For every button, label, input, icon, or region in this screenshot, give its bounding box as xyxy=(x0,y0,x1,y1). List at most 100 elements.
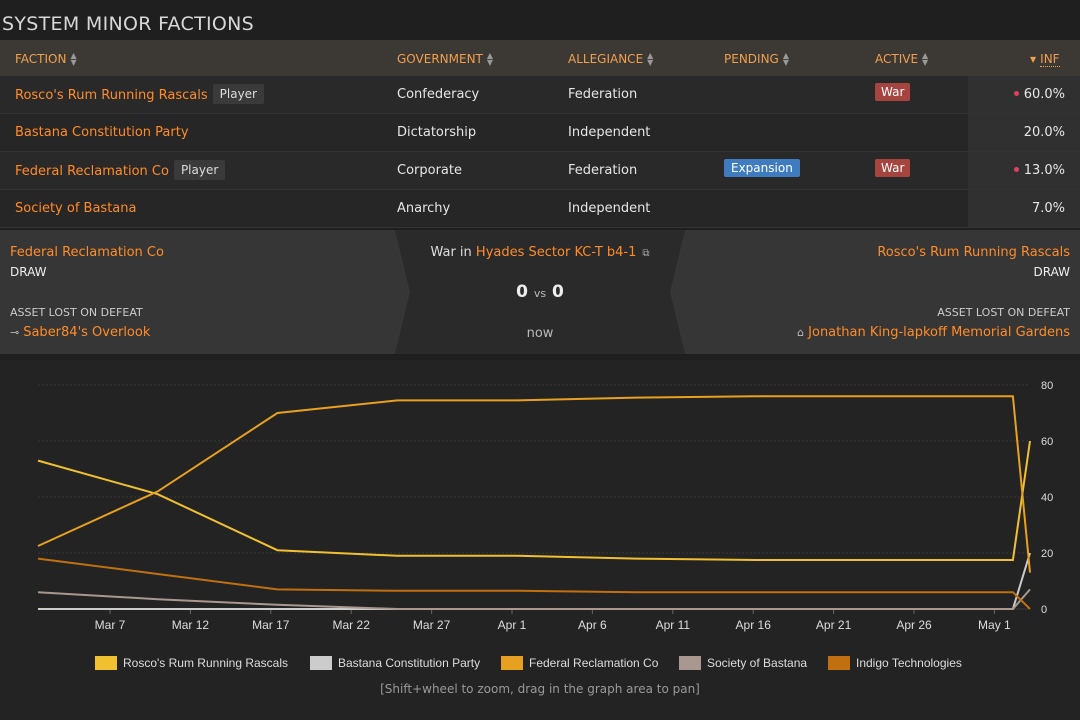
war-score-left: 0 xyxy=(516,282,528,302)
y-tick-label: 60 xyxy=(1041,436,1053,448)
legend-label: Bastana Constitution Party xyxy=(338,656,481,670)
legend-item[interactable]: Indigo Technologies xyxy=(828,656,962,670)
col-active[interactable]: ACTIVE ▲ ▼ xyxy=(875,51,929,67)
sort-icon: ▲ ▼ xyxy=(647,51,654,67)
series-line xyxy=(37,440,1031,561)
x-tick-label: Apr 1 xyxy=(498,618,527,632)
col-inf[interactable]: ▼ INF xyxy=(1030,52,1060,67)
x-tick-label: Apr 11 xyxy=(656,618,691,632)
x-tick-label: Mar 27 xyxy=(413,618,451,632)
inf-value: 20.0% xyxy=(1023,125,1065,140)
government-cell: Corporate xyxy=(397,163,462,178)
faction-link[interactable]: Rosco's Rum Running Rascals xyxy=(15,88,208,103)
legend-swatch xyxy=(679,656,701,670)
inf-value: 60.0% xyxy=(1023,87,1065,102)
chart-hint: [Shift+wheel to zoom, drag in the graph … xyxy=(380,682,700,696)
x-tick-label: May 1 xyxy=(978,618,1011,632)
war-right-faction[interactable]: Rosco's Rum Running Rascals xyxy=(877,245,1070,260)
inf-value: 7.0% xyxy=(1031,201,1065,216)
y-tick-label: 40 xyxy=(1041,492,1053,504)
war-score-right: 0 xyxy=(552,282,564,302)
war-left-asset[interactable]: Saber84's Overlook xyxy=(23,325,151,340)
series-line xyxy=(37,588,1031,610)
table-row[interactable]: Rosco's Rum Running Rascals Player Confed… xyxy=(0,76,1080,114)
series-line xyxy=(37,557,1031,610)
col-allegiance[interactable]: ALLEGIANCE ▲ ▼ xyxy=(568,51,654,67)
war-in-label: War in xyxy=(430,245,472,260)
col-faction[interactable]: FACTION ▲ ▼ xyxy=(15,51,77,67)
external-link-icon[interactable]: ⧉ xyxy=(642,248,650,259)
allegiance-cell: Federation xyxy=(568,163,638,178)
col-government[interactable]: GOVERNMENT ▲ ▼ xyxy=(397,51,494,67)
sort-desc-icon: ▼ xyxy=(1030,55,1037,64)
col-faction-label: FACTION xyxy=(15,52,67,66)
x-tick-label: Apr 26 xyxy=(896,618,932,632)
sort-icon: ▲ ▼ xyxy=(922,51,929,67)
y-tick-label: 0 xyxy=(1041,604,1047,616)
faction-link[interactable]: Federal Reclamation Co xyxy=(15,164,169,179)
y-tick-label: 80 xyxy=(1041,380,1053,392)
faction-link[interactable]: Bastana Constitution Party xyxy=(15,125,189,140)
conflict-dot-icon xyxy=(1013,167,1019,172)
table-row[interactable]: Federal Reclamation Co Player Corporate F… xyxy=(0,152,1080,190)
legend-swatch xyxy=(828,656,850,670)
series-line xyxy=(37,395,1031,573)
x-tick-label: Mar 22 xyxy=(333,618,371,632)
sort-icon: ▲ ▼ xyxy=(486,51,494,67)
war-system-link[interactable]: Hyades Sector KC-T b4-1 xyxy=(475,245,637,260)
government-cell: Confederacy xyxy=(397,87,480,102)
allegiance-cell: Independent xyxy=(568,125,651,140)
y-tick-label: 20 xyxy=(1041,548,1053,560)
col-active-label: ACTIVE xyxy=(875,52,919,66)
war-left-faction[interactable]: Federal Reclamation Co xyxy=(10,245,164,260)
government-cell: Dictatorship xyxy=(397,125,477,140)
legend-swatch xyxy=(310,656,332,670)
legend-item[interactable]: Society of Bastana xyxy=(679,656,807,670)
war-badge: War xyxy=(875,159,911,177)
player-badge: Player xyxy=(173,160,226,180)
col-pending[interactable]: PENDING ▲ ▼ xyxy=(724,52,789,67)
factions-table: FACTION ▲ ▼ GOVERNMENT ▲ ▼ ALLEGIANCE ▲ ▼ PEND… xyxy=(0,40,1080,228)
table-row[interactable]: Bastana Constitution Party Dictatorship … xyxy=(0,114,1080,152)
war-panel: Federal Reclamation Co DRAW ASSET LOST O… xyxy=(0,230,1080,354)
war-left-panel xyxy=(0,230,410,354)
sort-icon: ▲ ▼ xyxy=(70,51,77,67)
inf-value: 13.0% xyxy=(1023,163,1065,178)
conflict-dot-icon xyxy=(1013,91,1019,96)
legend-label: Federal Reclamation Co xyxy=(529,656,659,670)
war-vs: vs xyxy=(533,287,547,300)
x-tick-label: Apr 6 xyxy=(578,618,607,632)
x-tick-label: Apr 16 xyxy=(736,618,772,632)
faction-link[interactable]: Society of Bastana xyxy=(15,201,137,216)
col-inf-label: INF xyxy=(1040,52,1060,67)
table-header: FACTION ▲ ▼ GOVERNMENT ▲ ▼ ALLEGIANCE ▲ ▼ PEND… xyxy=(0,40,1080,76)
legend-swatch xyxy=(95,656,117,670)
war-badge: War xyxy=(875,83,911,101)
war-time: now xyxy=(526,326,554,341)
page-title: SYSTEM MINOR FACTIONS xyxy=(2,13,255,35)
x-tick-label: Apr 21 xyxy=(816,618,852,632)
legend-item[interactable]: Bastana Constitution Party xyxy=(310,656,480,670)
col-pending-label: PENDING xyxy=(724,52,779,66)
col-allegiance-label: ALLEGIANCE xyxy=(568,52,644,66)
allegiance-cell: Federation xyxy=(568,87,638,102)
table-row[interactable]: Society of Bastana Anarchy Independent 7… xyxy=(0,190,1080,228)
allegiance-cell: Independent xyxy=(568,201,651,216)
chart-svg[interactable]: 0 20 40 60 80 Mar 7 Mar 12 Mar 17 Mar 22 Mar 27 Ap… xyxy=(0,360,1080,650)
legend-label: Rosco's Rum Running Rascals xyxy=(123,656,289,670)
settlement-icon: ⌂ xyxy=(797,326,805,339)
war-right-asset-label: ASSET LOST ON DEFEAT xyxy=(937,306,1070,319)
legend-label: Society of Bastana xyxy=(707,656,808,670)
legend-item[interactable]: Federal Reclamation Co xyxy=(501,656,658,670)
government-cell: Anarchy xyxy=(397,201,451,216)
player-badge: Player xyxy=(212,84,264,104)
x-tick-label: Mar 12 xyxy=(172,618,210,632)
war-right-asset[interactable]: Jonathan King-lapkoff Memorial Gardens xyxy=(808,325,1070,340)
expansion-badge: Expansion xyxy=(724,159,800,177)
war-left-status: DRAW xyxy=(10,265,47,279)
legend-item[interactable]: Rosco's Rum Running Rascals xyxy=(95,656,288,670)
war-left-asset-label: ASSET LOST ON DEFEAT xyxy=(10,306,143,319)
x-tick-label: Mar 7 xyxy=(95,618,126,632)
col-government-label: GOVERNMENT xyxy=(397,52,483,66)
influence-chart[interactable]: 0 20 40 60 80 Mar 7 Mar 12 Mar 17 Mar 22 Mar 27 Ap… xyxy=(0,360,1080,720)
